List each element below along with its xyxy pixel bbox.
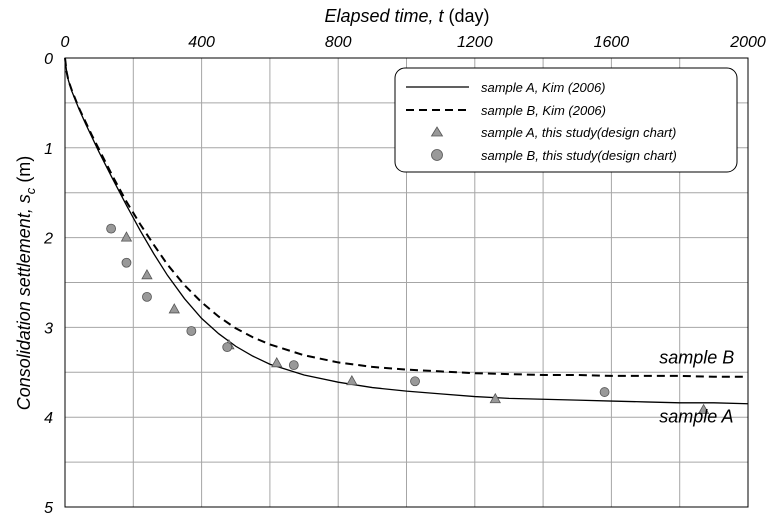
- data-point-sample-a-study: [271, 356, 283, 368]
- x-tick-labels: 0 400 800 1200 1600 2000: [61, 34, 766, 51]
- series-annotation: sample B: [659, 347, 734, 367]
- data-point-sample-a-study: [697, 403, 710, 414]
- y-axis-title-subscript: c: [23, 187, 38, 194]
- data-point-sample-a-study: [120, 231, 133, 242]
- x-axis-title: Elapsed time, t (day): [324, 6, 489, 26]
- plot-frame: [64, 57, 749, 508]
- data-point-sample-b-study: [222, 342, 233, 353]
- x-axis-title-main: Elapsed time,: [324, 6, 438, 26]
- data-point-sample-a-study: [346, 374, 358, 386]
- x-tick-label: 1200: [457, 34, 493, 51]
- x-tick-label: 2000: [729, 34, 766, 51]
- legend-label-sample-a-kim: sample A, Kim (2006): [481, 80, 606, 95]
- x-tick-label: 400: [188, 34, 215, 51]
- legend-label-sample-a-study: sample A, this study(design chart): [481, 125, 676, 140]
- y-axis-title: Consolidation settlement, sc (m): [14, 156, 38, 411]
- data-point-sample-b-study: [410, 376, 420, 387]
- data-point-sample-b-study: [121, 257, 132, 268]
- x-tick-label: 1600: [594, 34, 630, 51]
- series-line-sample-a-kim: [64, 57, 749, 405]
- data-point-sample-b-study: [106, 223, 117, 234]
- series-annotation: sample A: [659, 407, 733, 427]
- legend-swatch-triangle-marker: [430, 126, 444, 137]
- y-tick-label: 1: [44, 141, 53, 158]
- y-tick-label: 4: [44, 410, 53, 427]
- y-tick-label: 3: [44, 320, 53, 337]
- data-point-sample-a-study: [141, 268, 153, 280]
- y-tick-label: 2: [43, 231, 53, 248]
- data-point-sample-b-study: [288, 360, 299, 371]
- data-point-sample-b-study: [599, 387, 610, 397]
- legend-swatch-circle-marker: [431, 149, 443, 161]
- y-tick-label: 5: [44, 500, 53, 515]
- legend-label-sample-b-study: sample B, this study(design chart): [481, 148, 677, 163]
- y-axis-title-main: Consolidation settlement,: [14, 203, 34, 410]
- data-point-sample-b-study: [186, 326, 197, 336]
- series-line-sample-b-kim: [64, 57, 748, 378]
- x-axis-title-unit: (day): [444, 6, 490, 26]
- legend-box: [394, 67, 738, 173]
- data-point-sample-a-study: [489, 392, 501, 404]
- y-tick-labels: 0 1 2 3 4 5: [43, 51, 53, 515]
- series-layer: [64, 57, 749, 414]
- legend-label-sample-b-kim: sample B, Kim (2006): [481, 103, 606, 118]
- data-point-sample-a-study: [168, 303, 180, 314]
- y-axis-title-variable: s: [14, 194, 34, 203]
- y-axis-title-unit: (m): [14, 156, 34, 188]
- x-tick-label: 0: [61, 34, 70, 51]
- x-tick-label: 800: [325, 34, 352, 51]
- legend: sample A, Kim (2006) sample B, Kim (2006…: [394, 67, 738, 173]
- annotations: sample B sample A: [659, 347, 734, 426]
- x-axis-title-variable: t: [439, 6, 445, 26]
- data-point-sample-b-study: [142, 291, 152, 302]
- y-tick-label: 0: [44, 51, 53, 68]
